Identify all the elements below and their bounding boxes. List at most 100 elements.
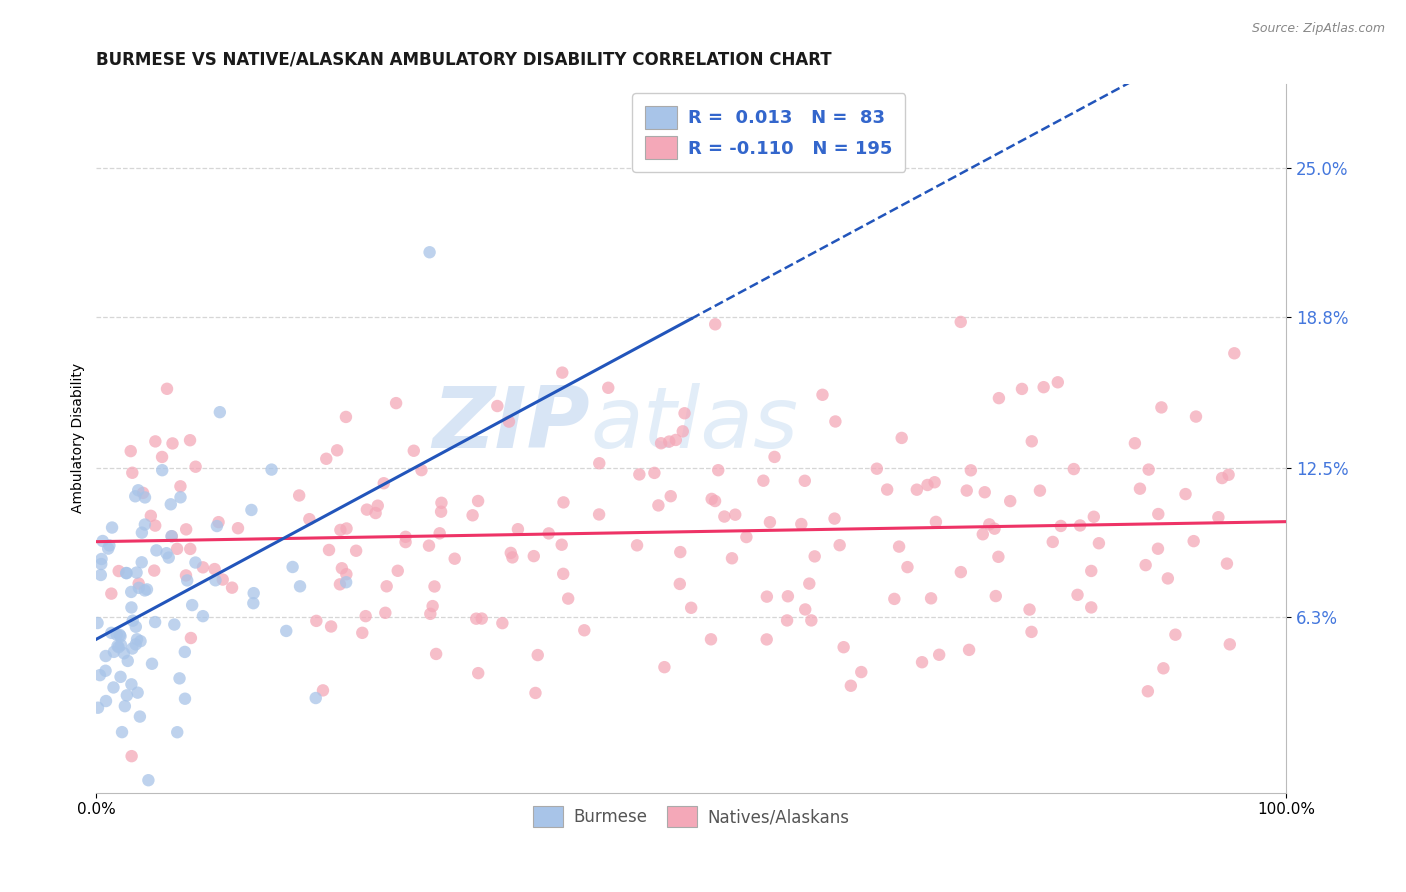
Point [669,545,692,559]
Point [925,515,948,529]
Point [1123,436,1146,450]
Point [486,399,509,413]
Point [184,556,207,570]
Point [1174,487,1197,501]
Point [588,456,610,470]
Point [654,660,676,674]
Point [920,591,942,606]
Point [418,539,440,553]
Text: Source: ZipAtlas.com: Source: ZipAtlas.com [1251,22,1385,36]
Point [471,611,494,625]
Point [598,381,620,395]
Point [1032,380,1054,394]
Point [169,672,191,686]
Point [707,463,730,477]
Point [553,566,575,581]
Point [501,550,523,565]
Point [211,573,233,587]
Point [127,483,149,498]
Point [354,609,377,624]
Point [179,541,201,556]
Point [794,602,817,616]
Point [851,665,873,679]
Point [987,549,1010,564]
Point [240,503,263,517]
Point [101,520,124,534]
Point [329,523,352,537]
Point [1011,382,1033,396]
Point [724,508,747,522]
Point [1219,637,1241,651]
Point [335,409,357,424]
Point [117,654,139,668]
Point [141,657,163,671]
Point [523,549,546,563]
Point [138,773,160,788]
Point [1049,519,1071,533]
Point [465,612,488,626]
Point [1080,564,1102,578]
Point [143,518,166,533]
Point [125,632,148,647]
Point [1157,571,1180,585]
Point [790,516,813,531]
Point [87,700,110,714]
Point [1164,628,1187,642]
Point [499,546,522,560]
Point [461,508,484,523]
Point [721,551,744,566]
Point [121,614,143,628]
Point [949,315,972,329]
Point [143,434,166,449]
Point [226,521,249,535]
Point [811,388,834,402]
Point [115,566,138,580]
Point [713,509,735,524]
Point [191,560,214,574]
Point [1046,376,1069,390]
Point [288,488,311,502]
Point [374,606,396,620]
Point [1182,534,1205,549]
Point [949,565,972,579]
Point [124,489,146,503]
Point [876,483,898,497]
Point [537,526,560,541]
Point [928,648,950,662]
Point [145,543,167,558]
Point [97,541,120,556]
Point [887,540,910,554]
Point [1083,509,1105,524]
Point [824,415,846,429]
Point [94,664,117,678]
Point [318,543,340,558]
Text: BURMESE VS NATIVE/ALASKAN AMBULATORY DISABILITY CORRELATION CHART: BURMESE VS NATIVE/ALASKAN AMBULATORY DIS… [97,51,832,69]
Point [1042,535,1064,549]
Point [1185,409,1208,424]
Y-axis label: Ambulatory Disability: Ambulatory Disability [72,363,86,514]
Point [260,462,283,476]
Point [305,691,328,706]
Point [162,436,184,450]
Point [755,590,778,604]
Point [111,725,134,739]
Point [799,576,821,591]
Point [134,491,156,505]
Point [911,655,934,669]
Point [550,538,572,552]
Point [115,566,138,581]
Point [681,600,703,615]
Point [1063,462,1085,476]
Point [125,566,148,580]
Point [204,574,226,588]
Text: atlas: atlas [591,383,799,466]
Point [121,749,143,764]
Point [832,640,855,655]
Point [344,543,367,558]
Point [100,587,122,601]
Point [467,666,489,681]
Point [156,382,179,396]
Point [394,535,416,549]
Point [803,549,825,564]
Point [335,575,357,590]
